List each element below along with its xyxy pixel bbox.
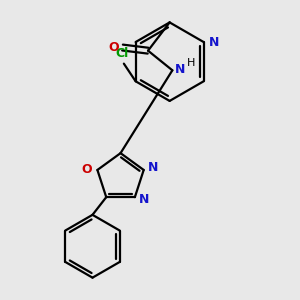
Text: Cl: Cl: [115, 47, 128, 61]
Text: N: N: [148, 161, 158, 175]
Text: O: O: [81, 164, 92, 176]
Text: N: N: [139, 193, 149, 206]
Text: O: O: [108, 41, 119, 54]
Text: N: N: [209, 35, 219, 49]
Text: N: N: [175, 63, 185, 76]
Text: H: H: [187, 58, 196, 68]
